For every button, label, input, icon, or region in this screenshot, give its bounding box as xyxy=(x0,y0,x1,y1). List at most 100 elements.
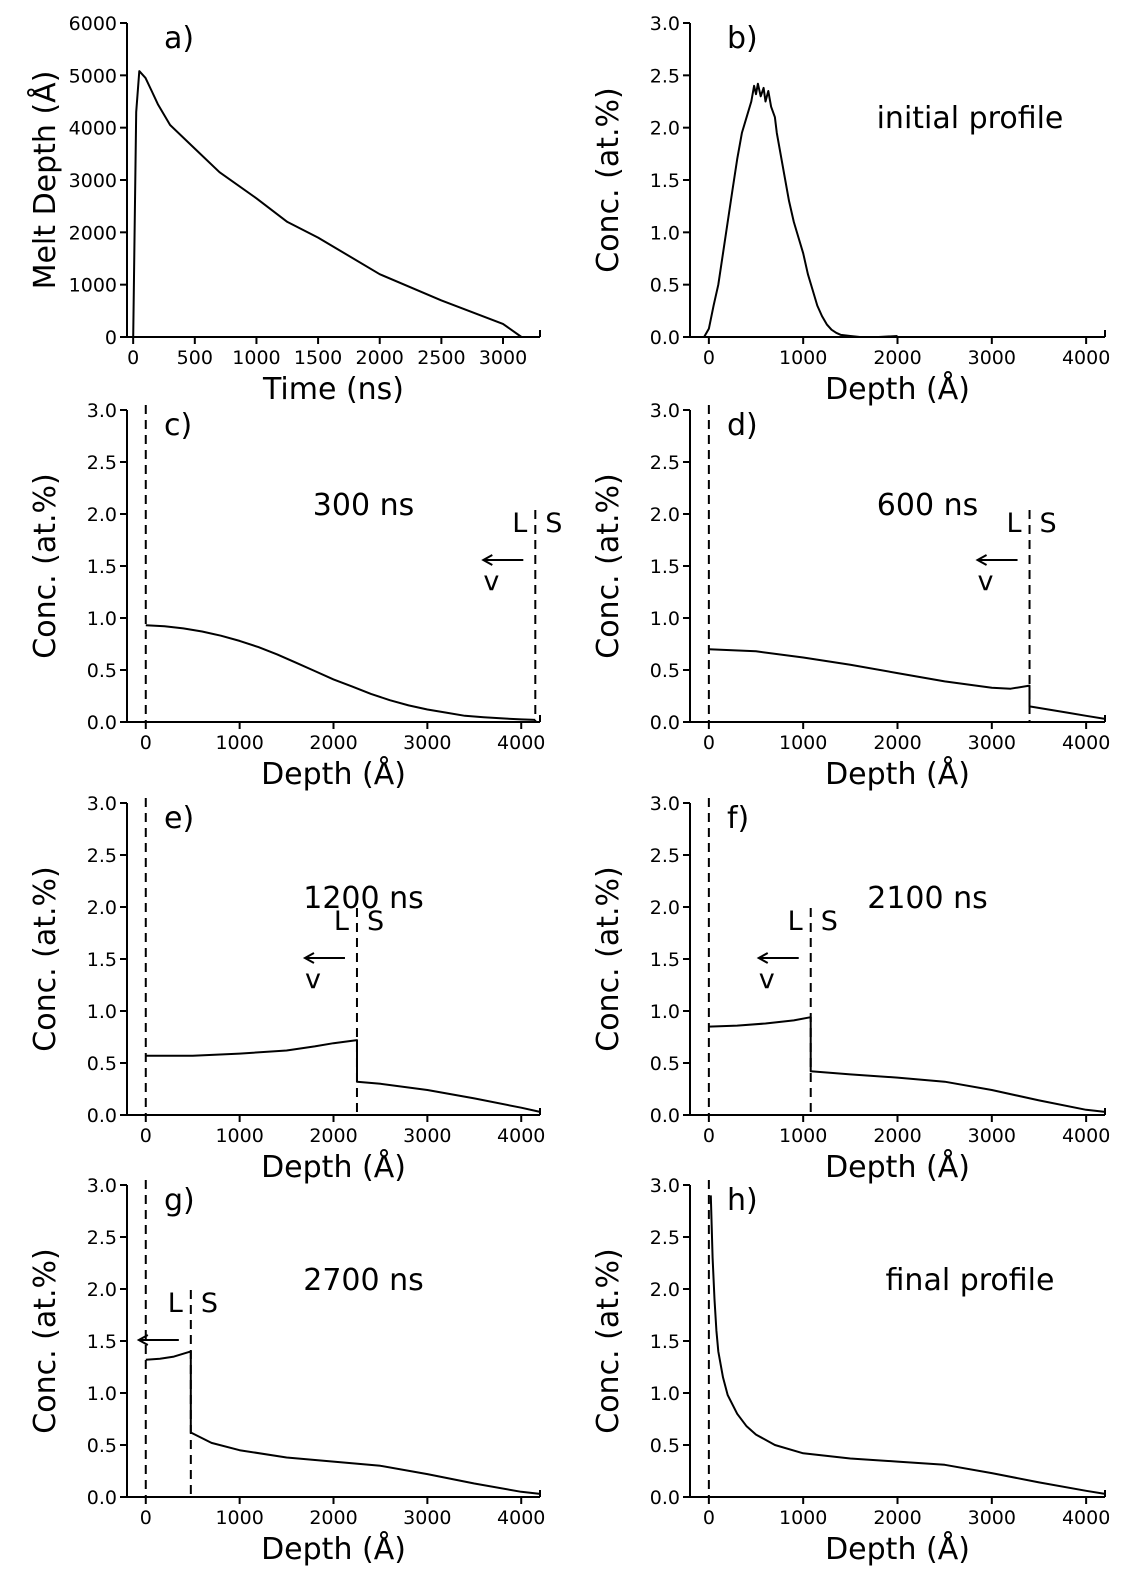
x-tick-label: 0 xyxy=(127,347,139,369)
x-tick-label: 1000 xyxy=(779,347,827,369)
x-tick-label: 2000 xyxy=(309,1507,357,1529)
y-tick-label: 0.5 xyxy=(87,1053,117,1075)
y-tick-label: 2.0 xyxy=(87,1279,117,1301)
y-tick-label: 0.0 xyxy=(650,712,680,734)
y-tick-label: 1.0 xyxy=(87,608,117,630)
x-axis-label: Time (ns) xyxy=(262,372,404,407)
y-tick-label: 0.0 xyxy=(650,1487,680,1509)
x-tick-label: 3000 xyxy=(403,1507,451,1529)
velocity-arrow-head xyxy=(975,554,988,566)
y-tick-label: 2.5 xyxy=(650,452,680,474)
y-tick-label: 0.0 xyxy=(87,1487,117,1509)
x-tick-label: 4000 xyxy=(1062,1125,1110,1147)
panel-letter: a) xyxy=(164,21,194,56)
x-tick-label: 1000 xyxy=(232,347,280,369)
panel-annotation: 1200 ns xyxy=(303,881,424,916)
panel-letter: c) xyxy=(164,408,192,443)
velocity-label: v xyxy=(759,964,775,995)
y-tick-label: 0.5 xyxy=(87,660,117,682)
data-curve xyxy=(709,1195,1106,1495)
y-axis-label: Melt Depth (Å) xyxy=(27,71,63,290)
x-tick-label: 500 xyxy=(177,347,213,369)
x-tick-label: 4000 xyxy=(497,1507,545,1529)
y-tick-label: 2.5 xyxy=(87,452,117,474)
y-tick-label: 2.0 xyxy=(650,118,680,140)
y-tick-label: 3.0 xyxy=(87,793,117,815)
x-tick-label: 1000 xyxy=(215,732,263,754)
x-tick-label: 2000 xyxy=(873,732,921,754)
velocity-label: v xyxy=(978,566,994,597)
panel-letter: d) xyxy=(727,408,758,443)
y-tick-label: 1.5 xyxy=(650,1331,680,1353)
y-tick-label: 3.0 xyxy=(87,400,117,422)
panel-b: 0.0 0.5 1.0 1.5 2.0 2.5 3.0 0 1000 2000 3000 4000 De… xyxy=(591,13,1110,407)
data-curve xyxy=(145,1039,541,1113)
x-tick-label: 3000 xyxy=(403,1125,451,1147)
data-curve xyxy=(145,1350,541,1495)
y-tick-label: 4000 xyxy=(69,118,117,140)
x-tick-label: 0 xyxy=(703,732,715,754)
panel-letter: e) xyxy=(164,801,194,836)
panel-letter: b) xyxy=(727,21,758,56)
y-tick-label: 1.5 xyxy=(87,556,117,578)
y-tick-label: 0.0 xyxy=(87,1105,117,1127)
y-tick-label: 0.5 xyxy=(650,1053,680,1075)
x-axis-label: Depth (Å) xyxy=(261,756,406,792)
data-curve xyxy=(708,648,1106,720)
x-tick-label: 3000 xyxy=(403,732,451,754)
panel-f: 0.0 0.5 1.0 1.5 2.0 2.5 3.0 0 1000 2000 3000 4000 De… xyxy=(591,793,1110,1185)
y-tick-label: 0.5 xyxy=(87,1435,117,1457)
data-curve xyxy=(708,1016,1106,1113)
y-tick-label: 1.0 xyxy=(87,1383,117,1405)
y-tick-label: 2.5 xyxy=(87,845,117,867)
x-tick-label: 2000 xyxy=(356,347,404,369)
y-tick-label: 2.0 xyxy=(87,504,117,526)
y-tick-label: 3.0 xyxy=(87,1175,117,1197)
y-tick-label: 3000 xyxy=(69,170,117,192)
y-tick-label: 2.5 xyxy=(650,65,680,87)
y-tick-label: 3.0 xyxy=(650,13,680,35)
panel-d: 0.0 0.5 1.0 1.5 2.0 2.5 3.0 0 1000 2000 3000 4000 De… xyxy=(591,400,1110,792)
x-tick-label: 0 xyxy=(703,347,715,369)
y-tick-label: 1000 xyxy=(69,275,117,297)
panel-annotation: final profile xyxy=(886,1263,1055,1298)
panel-letter: h) xyxy=(727,1183,758,1218)
y-tick-label: 2.0 xyxy=(650,897,680,919)
y-tick-label: 2.0 xyxy=(87,897,117,919)
velocity-arrow-head xyxy=(756,952,769,964)
liquid-label: L xyxy=(788,906,803,937)
y-tick-label: 0.0 xyxy=(650,1105,680,1127)
data-curve xyxy=(132,70,523,338)
x-tick-label: 0 xyxy=(703,1125,715,1147)
panel-annotation: 300 ns xyxy=(313,488,414,523)
y-tick-label: 3.0 xyxy=(650,400,680,422)
solid-label: S xyxy=(201,1288,218,1319)
y-tick-label: 6000 xyxy=(69,13,117,35)
solid-label: S xyxy=(545,508,562,539)
panel-a: 0 1000 2000 3000 4000 5000 6000 0 500 1000 1500 200… xyxy=(27,13,541,407)
x-tick-label: 1000 xyxy=(779,1125,827,1147)
x-tick-label: 3000 xyxy=(479,347,527,369)
x-axis-label: Depth (Å) xyxy=(261,1531,406,1567)
liquid-label: L xyxy=(512,508,527,539)
x-tick-label: 2000 xyxy=(309,732,357,754)
y-tick-label: 0.0 xyxy=(650,327,680,349)
y-axis-label: Conc. (at.%) xyxy=(591,1248,626,1433)
x-axis-label: Depth (Å) xyxy=(825,1531,970,1567)
x-tick-label: 4000 xyxy=(1062,1507,1110,1529)
x-tick-label: 0 xyxy=(140,1125,152,1147)
x-tick-label: 4000 xyxy=(1062,732,1110,754)
y-tick-label: 1.0 xyxy=(650,222,680,244)
y-tick-label: 1.0 xyxy=(650,1383,680,1405)
y-tick-label: 1.5 xyxy=(87,1331,117,1353)
x-tick-label: 2000 xyxy=(873,1507,921,1529)
y-tick-label: 1.0 xyxy=(650,608,680,630)
y-tick-label: 0.5 xyxy=(650,1435,680,1457)
y-tick-label: 1.5 xyxy=(87,949,117,971)
y-tick-label: 5000 xyxy=(69,65,117,87)
solid-label: S xyxy=(367,906,384,937)
solid-label: S xyxy=(1040,508,1057,539)
velocity-arrow-head xyxy=(481,554,493,566)
x-tick-label: 4000 xyxy=(1062,347,1110,369)
